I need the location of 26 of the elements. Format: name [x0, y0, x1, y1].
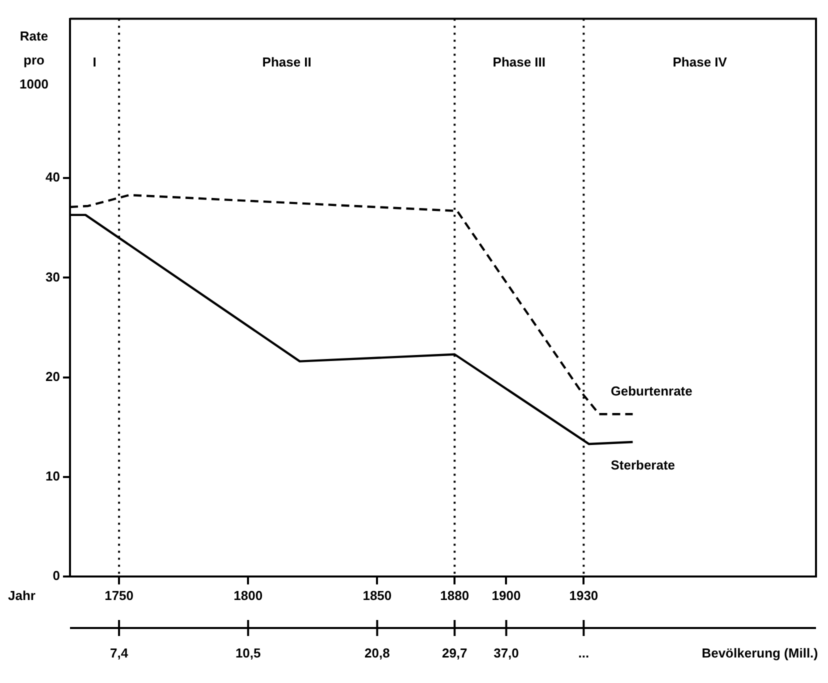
- text: ...: [578, 646, 590, 661]
- text: 7,4: [110, 646, 129, 661]
- x2-axis-title: Bevölkerung (Mill.): [702, 646, 818, 661]
- x-tick-label: 1880: [440, 588, 470, 603]
- x-axis-title: Jahr: [8, 588, 36, 603]
- y-tick-label: 40: [46, 170, 60, 185]
- text: 10,5: [235, 646, 261, 661]
- y-axis-title: Rate pro 1000: [20, 28, 48, 92]
- x-tick-label: 1800: [234, 588, 263, 603]
- annotation: Phase IV: [672, 54, 728, 70]
- y-tick-label: 30: [46, 269, 60, 284]
- annotation: I: [92, 54, 96, 70]
- x-tick-label: 1930: [569, 588, 598, 603]
- y-tick-label: 20: [46, 368, 60, 384]
- annotation: Phase II: [262, 54, 312, 70]
- text: 37,0: [494, 646, 519, 661]
- x-tick-label: 1850: [362, 588, 392, 603]
- x-tick-label: 1750: [104, 588, 134, 603]
- series-label: Sterberate: [610, 458, 676, 473]
- x-tick-label: 1900: [492, 588, 521, 603]
- text: 20,8: [364, 646, 390, 661]
- y-tick-label: 0: [52, 568, 60, 583]
- series-label: Geburtenrate: [610, 384, 692, 399]
- annotation: Phase III: [492, 54, 546, 70]
- text: 29,7: [442, 646, 468, 661]
- y-tick-label: 10: [46, 468, 60, 484]
